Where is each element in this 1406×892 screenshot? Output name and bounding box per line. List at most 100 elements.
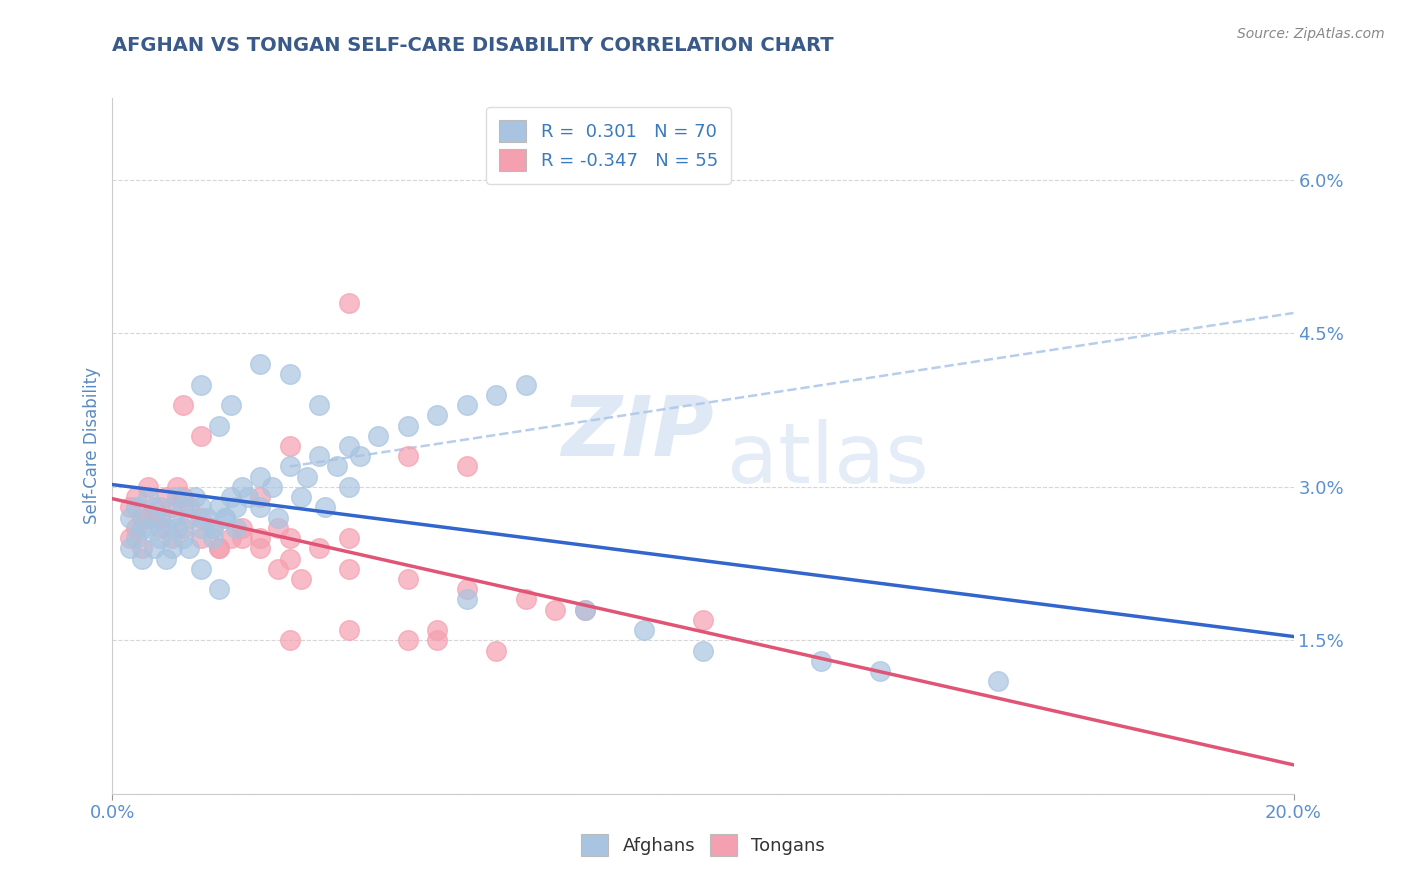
Point [231, 480, 253, 494]
Point [142, 541, 165, 556]
Point [456, 592, 478, 607]
Point [260, 480, 283, 494]
Point [633, 623, 655, 637]
Point [208, 418, 231, 433]
Point [172, 398, 194, 412]
Point [515, 377, 537, 392]
Point [308, 449, 330, 463]
Point [426, 623, 449, 637]
Point [125, 521, 148, 535]
Point [515, 592, 537, 607]
Point [267, 521, 290, 535]
Point [574, 603, 596, 617]
Text: atlas: atlas [727, 419, 928, 500]
Point [201, 531, 224, 545]
Point [190, 521, 212, 535]
Point [267, 562, 290, 576]
Point [208, 541, 231, 556]
Point [214, 510, 236, 524]
Point [125, 531, 148, 545]
Point [337, 295, 360, 310]
Point [396, 449, 419, 463]
Point [692, 613, 714, 627]
Point [219, 531, 242, 545]
Point [201, 521, 224, 535]
Point [396, 418, 419, 433]
Point [278, 531, 301, 545]
Point [426, 633, 449, 648]
Point [120, 500, 142, 515]
Point [190, 531, 212, 545]
Point [208, 500, 231, 515]
Point [456, 459, 478, 474]
Point [172, 521, 194, 535]
Point [208, 541, 231, 556]
Point [155, 521, 177, 535]
Text: Source: ZipAtlas.com: Source: ZipAtlas.com [1237, 27, 1385, 41]
Point [195, 510, 218, 524]
Point [349, 449, 371, 463]
Y-axis label: Self-Care Disability: Self-Care Disability [83, 368, 101, 524]
Point [278, 551, 301, 566]
Point [278, 368, 301, 382]
Point [155, 551, 177, 566]
Point [308, 398, 330, 412]
Point [166, 521, 188, 535]
Point [290, 572, 312, 586]
Point [172, 490, 194, 504]
Point [120, 510, 142, 524]
Point [179, 541, 201, 556]
Point [367, 429, 389, 443]
Point [249, 500, 271, 515]
Point [456, 582, 478, 597]
Point [190, 377, 212, 392]
Point [231, 531, 253, 545]
Point [308, 541, 330, 556]
Point [337, 623, 360, 637]
Point [172, 531, 194, 545]
Point [149, 531, 172, 545]
Point [249, 541, 271, 556]
Point [190, 562, 212, 576]
Point [190, 500, 212, 515]
Point [544, 603, 567, 617]
Point [326, 459, 349, 474]
Point [337, 562, 360, 576]
Point [692, 643, 714, 657]
Point [120, 531, 142, 545]
Point [278, 633, 301, 648]
Point [131, 541, 153, 556]
Point [166, 490, 188, 504]
Point [172, 500, 194, 515]
Point [120, 541, 142, 556]
Point [869, 664, 891, 678]
Point [131, 521, 153, 535]
Legend: Afghans, Tongans: Afghans, Tongans [568, 821, 838, 868]
Point [166, 480, 188, 494]
Point [456, 398, 478, 412]
Point [136, 490, 159, 504]
Point [987, 674, 1010, 689]
Point [290, 490, 312, 504]
Point [214, 510, 236, 524]
Point [179, 500, 201, 515]
Point [426, 409, 449, 423]
Point [396, 633, 419, 648]
Point [225, 500, 247, 515]
Point [160, 541, 183, 556]
Point [160, 500, 183, 515]
Point [136, 521, 159, 535]
Point [136, 480, 159, 494]
Point [249, 357, 271, 371]
Point [190, 510, 212, 524]
Point [131, 510, 153, 524]
Point [810, 654, 832, 668]
Point [160, 510, 183, 524]
Point [201, 521, 224, 535]
Point [337, 531, 360, 545]
Point [219, 398, 242, 412]
Point [142, 510, 165, 524]
Point [149, 500, 172, 515]
Point [485, 388, 508, 402]
Point [190, 429, 212, 443]
